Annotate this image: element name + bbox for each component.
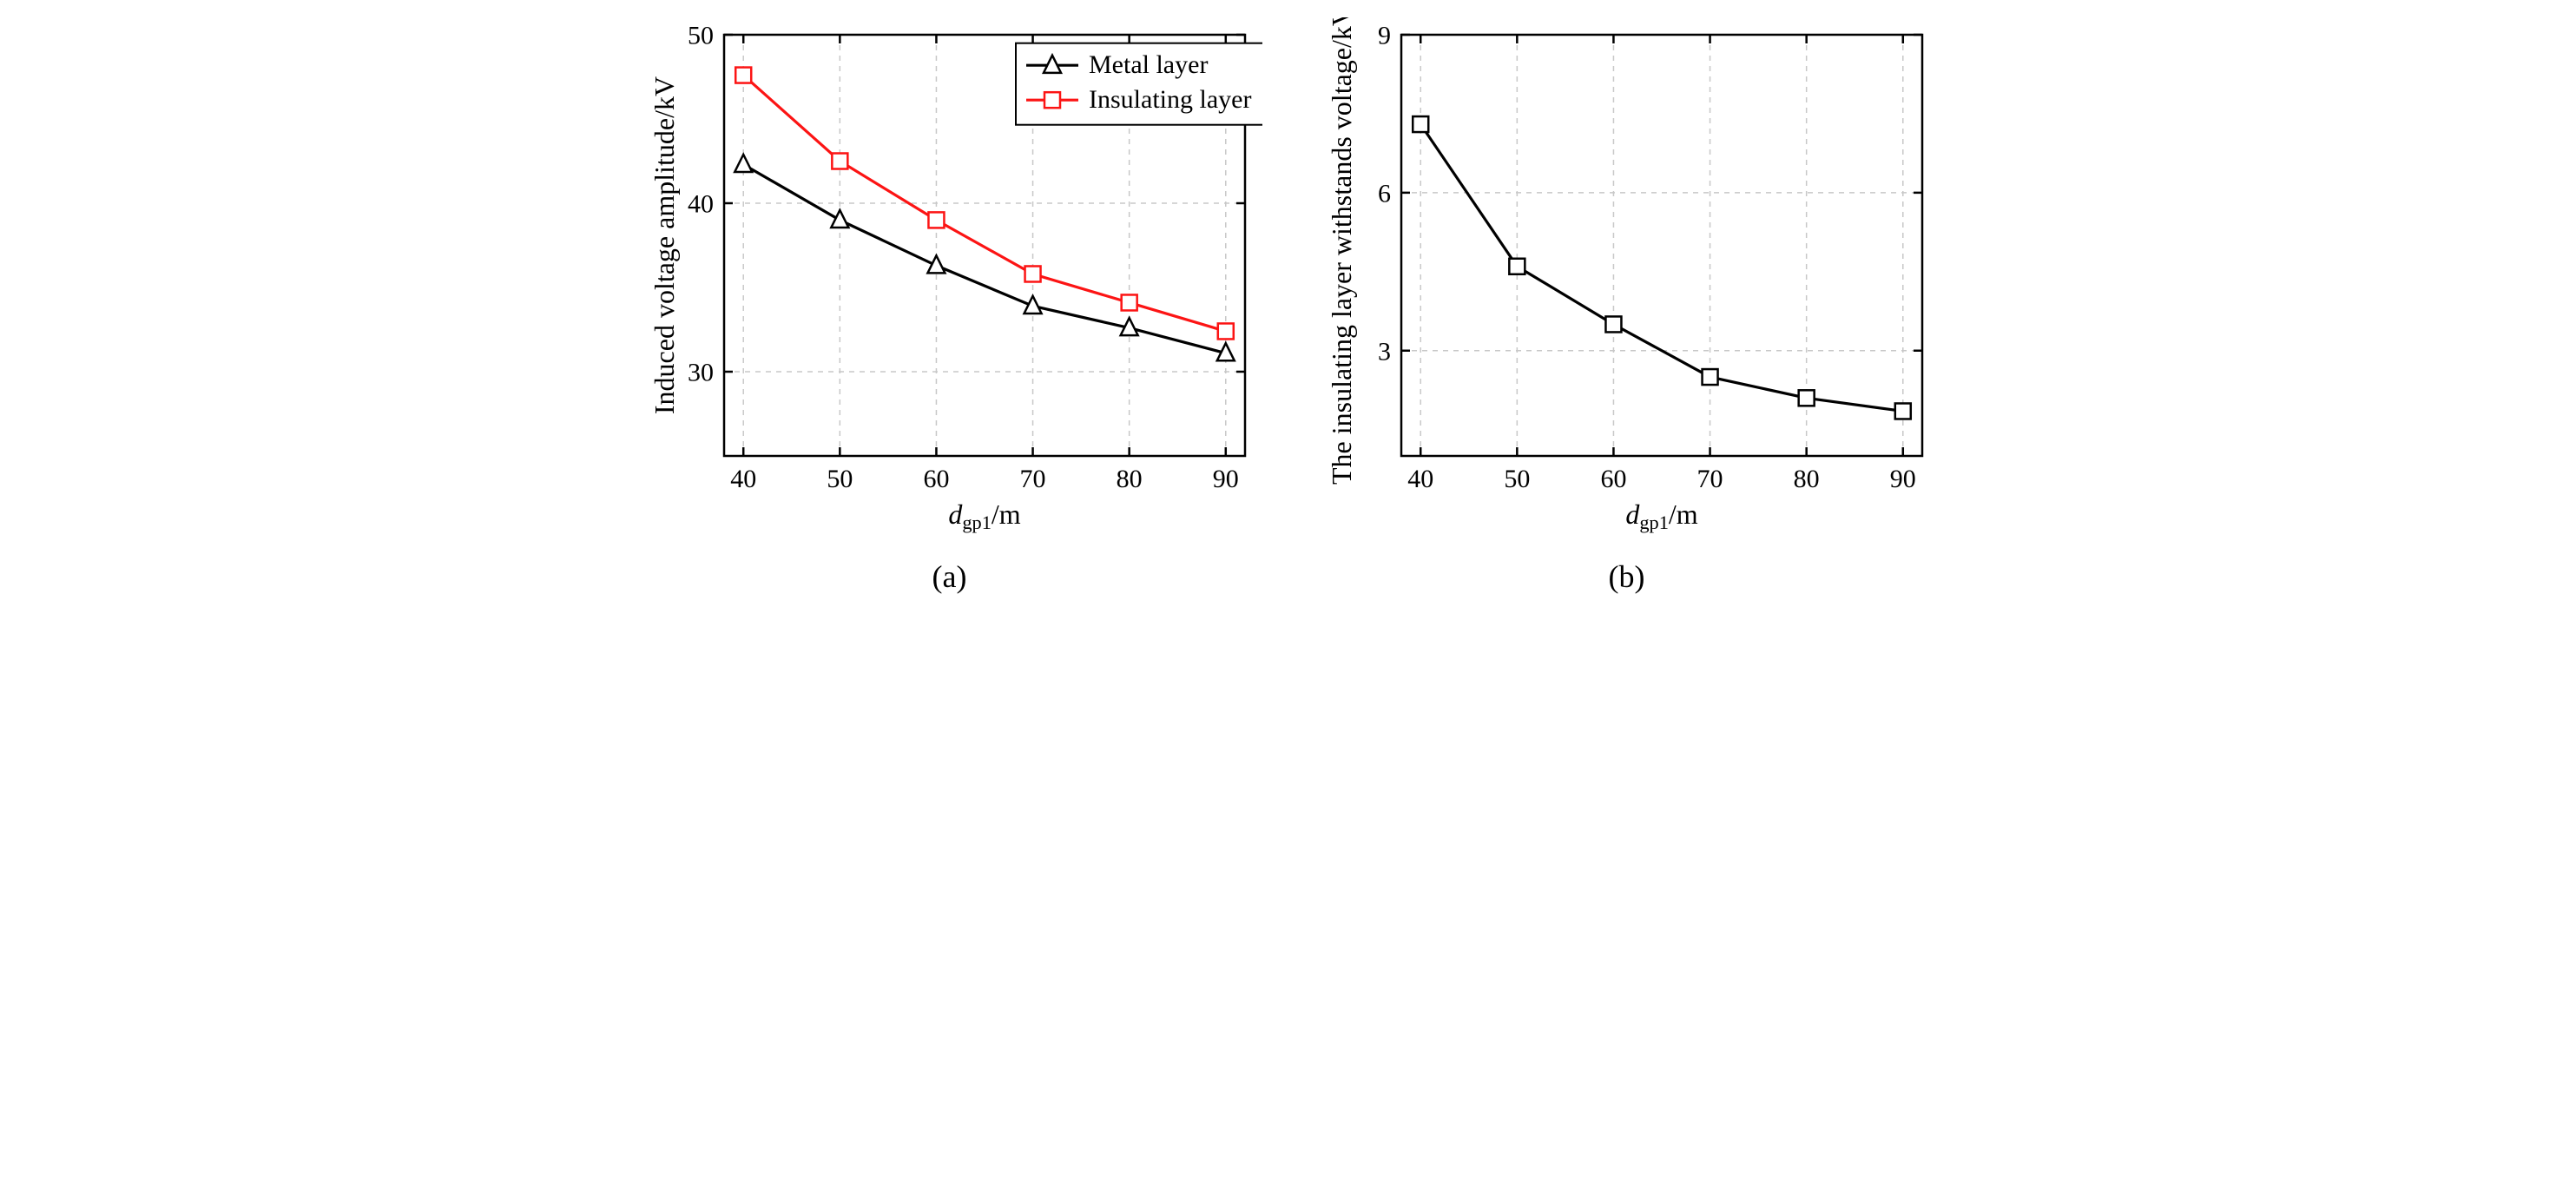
- panel-b-sublabel: (b): [1609, 558, 1645, 595]
- svg-text:40: 40: [730, 465, 756, 493]
- panel-a-svg: 40 50 60 70 80 90 30 40 50 dgp1/m Induced voltage …: [637, 17, 1262, 538]
- panel-b-chart: 40 50 60 70 80 90 3 6 9 dgp1/m The insulating laye…: [1314, 17, 1940, 543]
- svg-text:6: 6: [1378, 179, 1391, 208]
- svg-text:50: 50: [1504, 465, 1530, 493]
- svg-text:80: 80: [1793, 465, 1819, 493]
- svg-text:50: 50: [688, 22, 714, 50]
- svg-text:9: 9: [1378, 22, 1391, 50]
- panel-b: 40 50 60 70 80 90 3 6 9 dgp1/m The insulating laye…: [1314, 17, 1940, 595]
- figure-container: 40 50 60 70 80 90 30 40 50 dgp1/m Induced voltage …: [17, 17, 2559, 595]
- svg-text:dgp1/m: dgp1/m: [948, 498, 1020, 533]
- svg-text:80: 80: [1116, 465, 1142, 493]
- panel-a-chart: 40 50 60 70 80 90 30 40 50 dgp1/m Induced voltage …: [637, 17, 1262, 543]
- svg-text:90: 90: [1889, 465, 1915, 493]
- svg-text:dgp1/m: dgp1/m: [1625, 498, 1697, 533]
- svg-text:Insulating layer: Insulating layer: [1089, 85, 1251, 114]
- svg-text:70: 70: [1696, 465, 1723, 493]
- svg-text:Induced voltage amplitude/kV: Induced voltage amplitude/kV: [649, 76, 680, 414]
- panel-a: 40 50 60 70 80 90 30 40 50 dgp1/m Induced voltage …: [637, 17, 1262, 595]
- svg-text:3: 3: [1378, 337, 1391, 366]
- svg-text:The insulating layer withstand: The insulating layer withstands voltage/…: [1326, 17, 1357, 485]
- svg-text:90: 90: [1212, 465, 1238, 493]
- svg-text:Metal layer: Metal layer: [1089, 50, 1208, 79]
- svg-text:50: 50: [827, 465, 853, 493]
- svg-text:40: 40: [688, 190, 714, 219]
- panel-b-svg: 40 50 60 70 80 90 3 6 9 dgp1/m The insulating laye…: [1314, 17, 1940, 538]
- svg-text:60: 60: [923, 465, 949, 493]
- svg-text:40: 40: [1407, 465, 1433, 493]
- panel-a-sublabel: (a): [932, 558, 967, 595]
- svg-text:70: 70: [1019, 465, 1045, 493]
- svg-text:60: 60: [1600, 465, 1626, 493]
- svg-text:30: 30: [688, 359, 714, 387]
